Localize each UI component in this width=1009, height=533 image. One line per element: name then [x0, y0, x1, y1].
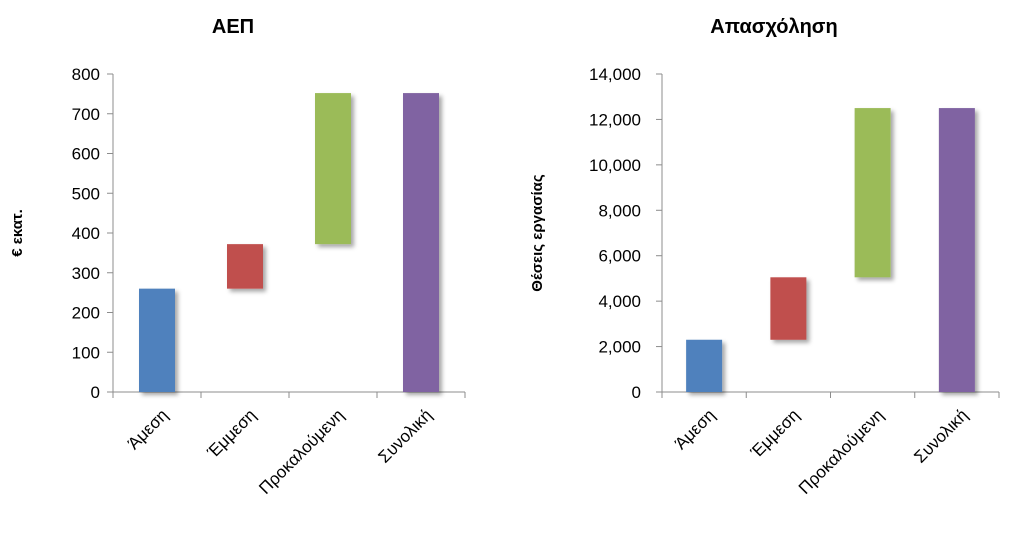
employment-chart: Απασχόληση Θέσεις εργασίας 0 2,000 4,000 6,… — [529, 16, 1000, 498]
y-tick-label: 0 — [632, 383, 641, 402]
chart-title: ΑΕΠ — [212, 16, 254, 38]
y-tick-label: 600 — [72, 145, 100, 164]
x-category-label: Προκαλούμενη — [255, 405, 348, 498]
y-tick-label: 12,000 — [589, 110, 641, 129]
x-category-label: Προκαλούμενη — [795, 405, 888, 498]
x-category-label: Έμμεση — [203, 405, 260, 462]
bar — [315, 93, 351, 245]
y-tick-label: 14,000 — [589, 65, 641, 84]
bar — [854, 108, 891, 278]
x-category-label: Συνολική — [910, 405, 971, 466]
x-category-label: Έμμεση — [746, 405, 803, 462]
bar — [139, 288, 175, 392]
x-category-label: Συνολική — [375, 405, 436, 466]
y-tick-label: 8,000 — [598, 201, 641, 220]
y-tick-label: 700 — [72, 105, 100, 124]
x-category-label: Άμεση — [124, 405, 172, 453]
x-category-label: Άμεση — [671, 405, 719, 453]
y-tick-label: 800 — [72, 65, 100, 84]
y-tick-label: 0 — [91, 383, 100, 402]
y-tick-label: 500 — [72, 184, 100, 203]
chart-title: Απασχόληση — [710, 16, 837, 38]
y-tick-label: 4,000 — [598, 292, 641, 311]
bar — [403, 93, 439, 392]
y-tick-label: 2,000 — [598, 338, 641, 357]
gdp-chart: ΑΕΠ € εκατ. 0 100 200 300 400 500 600 700 800 Άμε… — [9, 16, 466, 498]
y-tick-label: 100 — [72, 343, 100, 362]
bar — [938, 108, 975, 393]
y-axis-label: € εκατ. — [9, 209, 26, 257]
y-tick-label: 10,000 — [589, 156, 641, 175]
y-tick-label: 200 — [72, 304, 100, 323]
y-tick-label: 6,000 — [598, 247, 641, 266]
bar — [227, 244, 263, 289]
bar — [686, 339, 723, 392]
y-tick-label: 400 — [72, 224, 100, 243]
y-axis-label: Θέσεις εργασίας — [529, 174, 546, 292]
y-tick-label: 300 — [72, 264, 100, 283]
bar — [770, 277, 807, 340]
